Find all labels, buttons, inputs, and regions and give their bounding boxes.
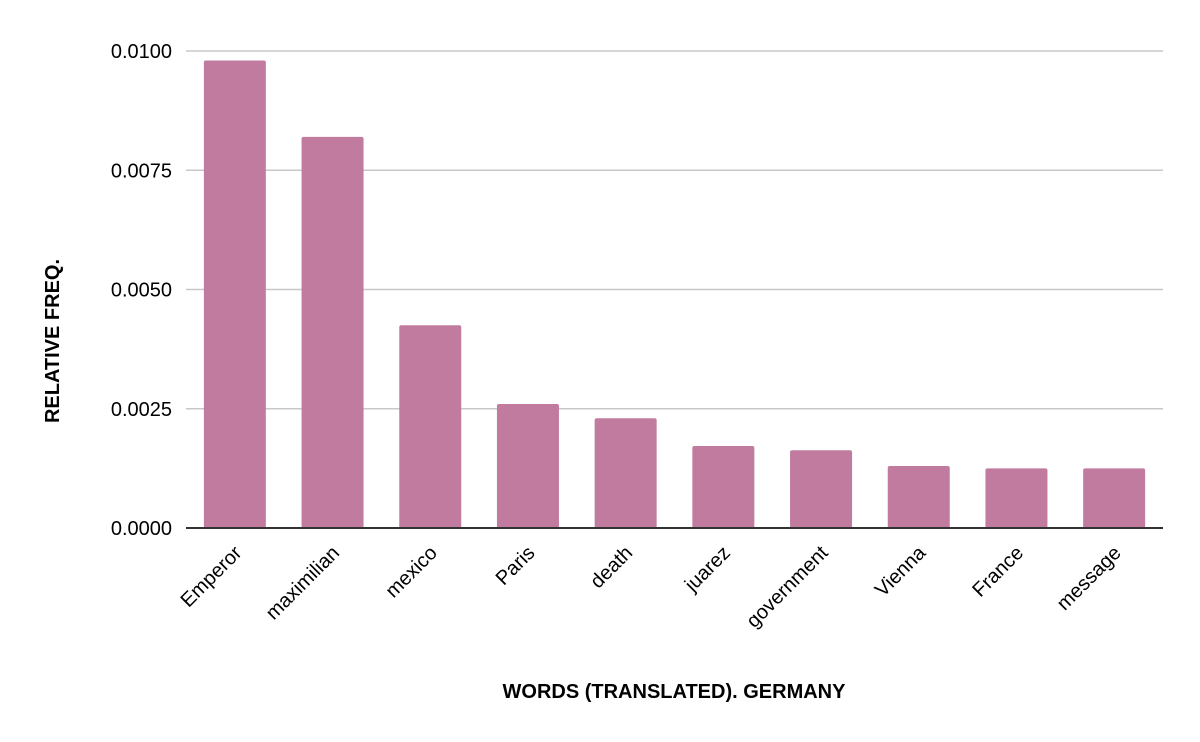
bar-vienna — [887, 465, 950, 528]
bar-emperor — [203, 60, 266, 528]
x-axis-title: WORDS (TRANSLATED). GERMANY — [503, 681, 847, 703]
x-tick-label: Paris — [492, 542, 540, 590]
x-tick-label: message — [1053, 542, 1126, 615]
bar-mexico — [399, 325, 462, 528]
y-tick-label: 0.0075 — [111, 160, 172, 182]
x-tick-label: Vienna — [871, 541, 931, 601]
x-tick-label: maximilian — [262, 542, 344, 624]
x-tick-labels: Emperor maximilian mexico Paris death juarez g… — [177, 541, 1126, 632]
y-axis-title: RELATIVE FREQ. — [42, 259, 64, 423]
x-tick-label: death — [586, 542, 637, 593]
bar-france — [985, 468, 1048, 528]
x-tick-label: juarez — [680, 542, 735, 597]
bars — [203, 60, 1146, 529]
y-tick-label: 0.0025 — [111, 399, 172, 421]
y-tick-labels: 0.0000 0.0025 0.0050 0.0075 0.0100 — [111, 41, 172, 540]
bar-paris — [496, 403, 559, 528]
x-tick-label: France — [968, 542, 1028, 602]
x-tick-label: mexico — [381, 542, 441, 602]
y-tick-label: 0.0100 — [111, 41, 172, 63]
bar-government — [790, 450, 853, 528]
bar-maximilian — [301, 136, 364, 529]
bar-message — [1083, 468, 1146, 528]
bar-juarez — [692, 445, 755, 528]
y-tick-label: 0.0000 — [111, 518, 172, 540]
x-tick-label: government — [742, 542, 833, 633]
y-tick-label: 0.0050 — [111, 280, 172, 302]
x-tick-label: Emperor — [177, 542, 247, 612]
bar-death — [594, 418, 657, 528]
